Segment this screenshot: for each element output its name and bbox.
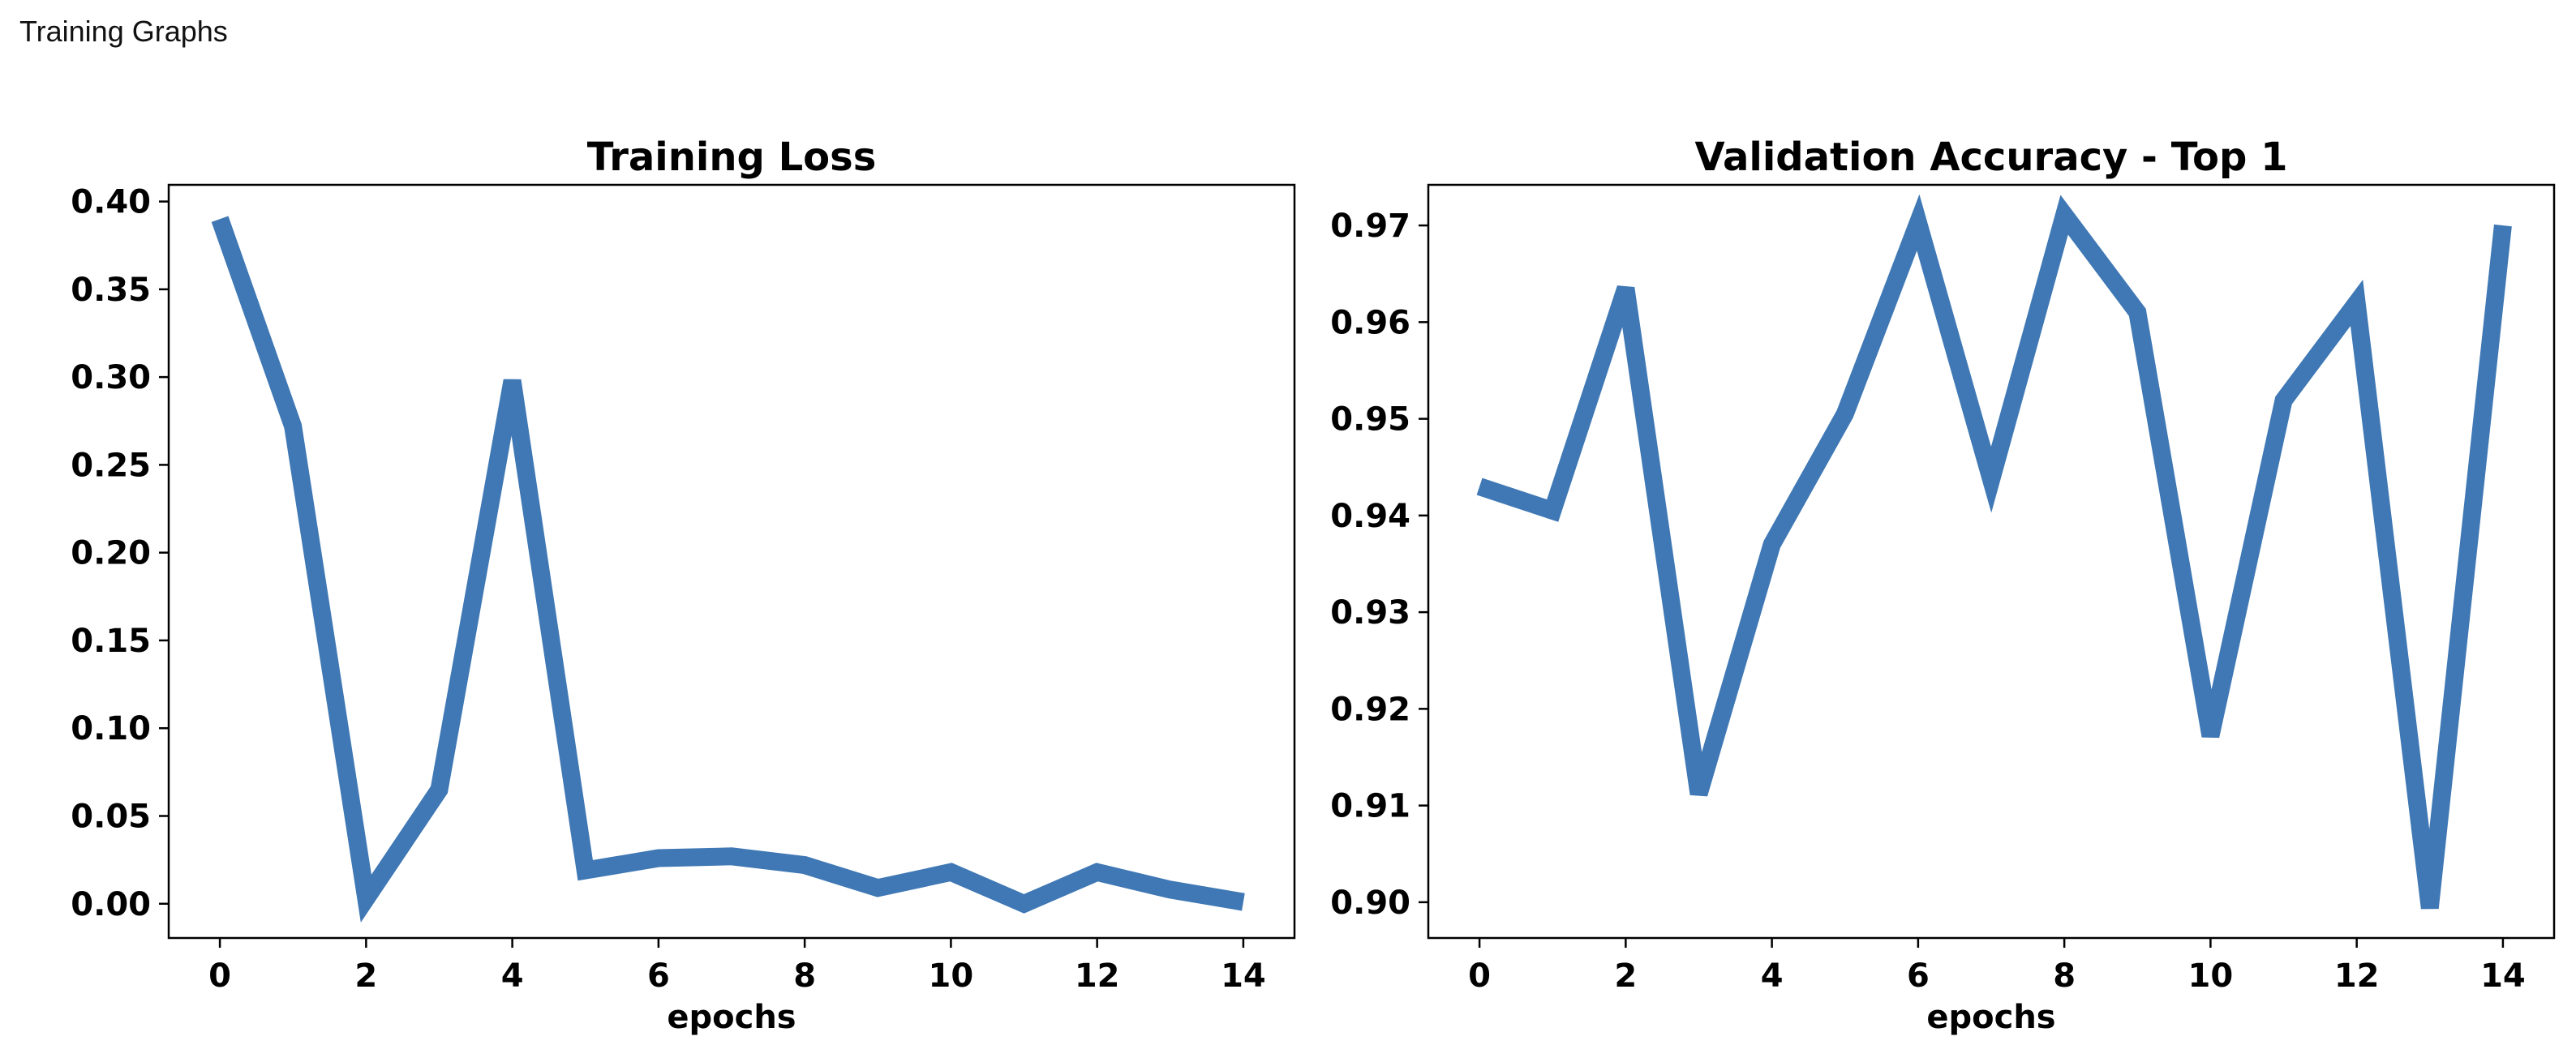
x-tick-label: 8 — [793, 957, 816, 995]
x-tick-label: 12 — [2334, 957, 2380, 995]
x-tick-label: 0 — [1468, 957, 1491, 995]
x-tick-label: 6 — [647, 957, 670, 995]
y-tick-label: 0.15 — [71, 623, 151, 660]
x-tick-label: 14 — [2480, 957, 2526, 995]
training-loss-chart: Training Loss 0 2 4 6 8 10 12 14 0.00 0.05 0.10 0.15… — [71, 135, 1296, 1036]
y-tick-label: 0.95 — [1330, 401, 1410, 439]
y-tick-label: 0.40 — [71, 184, 151, 221]
y-tick-label: 0.96 — [1330, 304, 1410, 341]
y-tick-label: 0.05 — [71, 798, 151, 835]
validation-accuracy-chart: Validation Accuracy - Top 1 0 2 4 6 8 10 12 14 0.… — [1330, 135, 2556, 1036]
x-axis-label: epochs — [1926, 999, 2055, 1036]
x-tick-label: 14 — [1221, 957, 1266, 995]
x-tick-label: 4 — [501, 957, 524, 995]
y-tick-label: 0.92 — [1330, 691, 1410, 728]
y-tick-label: 0.91 — [1330, 788, 1410, 825]
page-heading: Training Graphs — [19, 15, 228, 48]
y-tick-label: 0.94 — [1330, 498, 1410, 535]
x-tick-label: 10 — [929, 957, 974, 995]
chart-title: Validation Accuracy - Top 1 — [1694, 135, 2287, 180]
y-tick-label: 0.90 — [1330, 884, 1410, 922]
x-tick-label: 6 — [1907, 957, 1930, 995]
y-tick-label: 0.97 — [1330, 208, 1410, 245]
y-tick-label: 0.20 — [71, 535, 151, 572]
y-tick-label: 0.93 — [1330, 594, 1410, 632]
x-tick-label: 0 — [208, 957, 231, 995]
plot-frame — [1427, 183, 2556, 940]
x-tick-label: 10 — [2188, 957, 2234, 995]
x-axis-label: epochs — [667, 999, 796, 1036]
y-tick-label: 0.35 — [71, 272, 151, 309]
x-tick-label: 2 — [354, 957, 377, 995]
plot-frame — [167, 183, 1296, 940]
series-line — [211, 216, 1245, 923]
y-tick-label: 0.10 — [71, 710, 151, 747]
x-tick-label: 12 — [1075, 957, 1120, 995]
y-tick-label: 0.25 — [71, 447, 151, 484]
series-line — [1476, 194, 2512, 910]
x-tick-label: 4 — [1761, 957, 1784, 995]
x-tick-label: 2 — [1614, 957, 1637, 995]
y-tick-label: 0.00 — [71, 886, 151, 923]
y-tick-label: 0.30 — [71, 359, 151, 396]
x-tick-label: 8 — [2053, 957, 2076, 995]
chart-title: Training Loss — [587, 135, 877, 180]
